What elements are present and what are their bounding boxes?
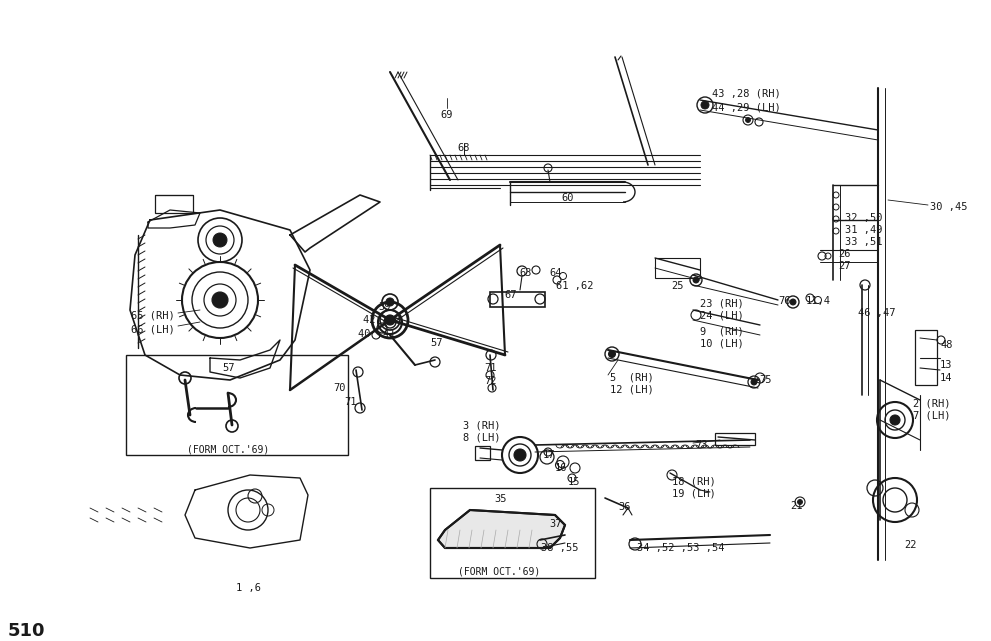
Text: 69: 69 bbox=[441, 110, 453, 120]
Text: 7 (LH): 7 (LH) bbox=[913, 411, 950, 421]
Text: 32 ,50: 32 ,50 bbox=[845, 213, 883, 223]
Text: (FORM OCT.'69): (FORM OCT.'69) bbox=[458, 566, 540, 576]
Text: 10 (LH): 10 (LH) bbox=[700, 339, 744, 349]
Text: 42 ,58: 42 ,58 bbox=[363, 315, 400, 325]
Text: 25: 25 bbox=[671, 281, 684, 291]
Text: 8 (LH): 8 (LH) bbox=[463, 433, 500, 443]
Text: 71: 71 bbox=[345, 397, 357, 407]
Text: 63: 63 bbox=[519, 268, 531, 278]
Circle shape bbox=[701, 101, 709, 109]
Bar bbox=[715, 433, 755, 445]
Text: 19 (LH): 19 (LH) bbox=[672, 489, 716, 499]
Circle shape bbox=[514, 449, 526, 461]
Text: 2 (RH): 2 (RH) bbox=[913, 398, 950, 408]
Text: 27: 27 bbox=[838, 261, 850, 271]
Text: (FORM OCT.'69): (FORM OCT.'69) bbox=[187, 445, 270, 455]
Text: 68: 68 bbox=[458, 143, 471, 153]
Text: 61 ,62: 61 ,62 bbox=[556, 281, 594, 291]
Circle shape bbox=[385, 315, 395, 325]
Text: 17: 17 bbox=[543, 450, 555, 460]
Bar bbox=[126, 355, 348, 455]
Text: 31 ,49: 31 ,49 bbox=[845, 225, 883, 235]
Text: 48: 48 bbox=[940, 340, 952, 350]
Circle shape bbox=[890, 415, 900, 425]
Text: 36: 36 bbox=[618, 502, 630, 512]
Text: 40 ,41: 40 ,41 bbox=[358, 329, 395, 339]
Text: 22: 22 bbox=[904, 540, 917, 550]
Text: 72: 72 bbox=[485, 376, 497, 386]
Circle shape bbox=[798, 499, 803, 504]
Text: 73: 73 bbox=[695, 440, 708, 450]
Text: 38 ,55: 38 ,55 bbox=[541, 543, 579, 553]
Text: 57: 57 bbox=[430, 338, 443, 348]
Text: 5  (RH): 5 (RH) bbox=[610, 372, 654, 382]
Text: 26: 26 bbox=[838, 249, 850, 259]
Text: 44 ,29 (LH): 44 ,29 (LH) bbox=[712, 102, 781, 112]
Text: 3 (RH): 3 (RH) bbox=[463, 420, 500, 430]
Text: 14: 14 bbox=[940, 373, 952, 383]
Text: 24 (LH): 24 (LH) bbox=[700, 311, 744, 321]
Text: 37: 37 bbox=[550, 519, 562, 529]
Text: 13: 13 bbox=[940, 360, 952, 370]
Text: 57: 57 bbox=[223, 363, 235, 373]
Text: 18 (RH): 18 (RH) bbox=[672, 476, 716, 486]
Circle shape bbox=[386, 298, 394, 306]
Text: 9  (RH): 9 (RH) bbox=[700, 326, 744, 336]
Text: 11,4: 11,4 bbox=[806, 296, 831, 306]
Text: 35: 35 bbox=[495, 494, 507, 504]
Bar bbox=[915, 330, 937, 385]
Text: 66 (LH): 66 (LH) bbox=[131, 324, 174, 334]
Circle shape bbox=[790, 299, 796, 305]
Text: 16: 16 bbox=[555, 463, 567, 473]
Text: 71: 71 bbox=[485, 363, 497, 373]
Text: 65 (RH): 65 (RH) bbox=[131, 311, 174, 321]
Text: 21: 21 bbox=[790, 501, 803, 511]
Text: 23 (RH): 23 (RH) bbox=[700, 298, 744, 308]
Circle shape bbox=[693, 277, 699, 283]
Text: 43 ,28 (RH): 43 ,28 (RH) bbox=[712, 88, 781, 98]
Text: 64: 64 bbox=[549, 268, 562, 278]
Polygon shape bbox=[438, 510, 565, 548]
Text: 15: 15 bbox=[568, 477, 581, 487]
Circle shape bbox=[213, 233, 227, 247]
Text: 33 ,51: 33 ,51 bbox=[845, 237, 883, 247]
Text: 46 ,47: 46 ,47 bbox=[858, 308, 896, 318]
Text: 70: 70 bbox=[334, 383, 346, 393]
Circle shape bbox=[608, 351, 615, 358]
Bar bbox=[155, 195, 193, 213]
Bar bbox=[655, 258, 700, 278]
Text: 510: 510 bbox=[8, 622, 46, 640]
Text: 39: 39 bbox=[378, 302, 390, 312]
Circle shape bbox=[745, 117, 750, 122]
Text: 67: 67 bbox=[504, 290, 516, 300]
Text: 12 (LH): 12 (LH) bbox=[610, 385, 654, 395]
Circle shape bbox=[212, 292, 228, 308]
Bar bbox=[490, 292, 545, 307]
Text: 34 ,52 ,53 ,54: 34 ,52 ,53 ,54 bbox=[637, 543, 724, 553]
Bar bbox=[430, 488, 595, 578]
Bar bbox=[475, 446, 490, 460]
Text: 1 ,6: 1 ,6 bbox=[236, 583, 261, 593]
Text: 30 ,45: 30 ,45 bbox=[930, 202, 967, 212]
Text: 75: 75 bbox=[759, 375, 772, 385]
Circle shape bbox=[751, 379, 757, 385]
Text: 60: 60 bbox=[562, 193, 574, 203]
Text: 76: 76 bbox=[778, 296, 791, 306]
